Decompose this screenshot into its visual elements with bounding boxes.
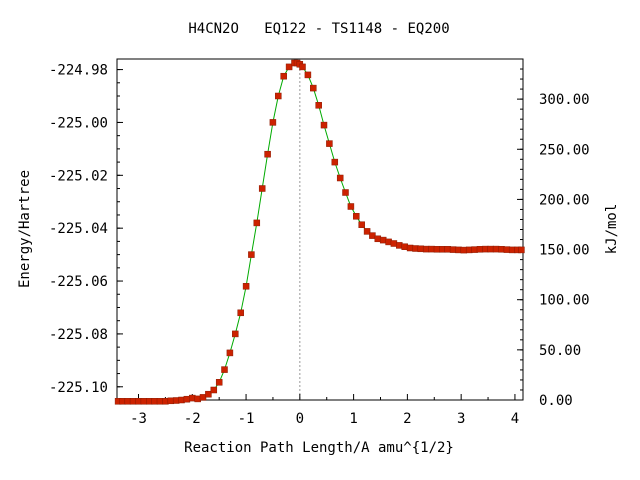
marker-group [114,59,525,405]
data-point [342,189,349,196]
y2-tick-label: 0.00 [539,393,573,409]
data-point [379,236,387,244]
data-point [304,71,312,79]
data-point [215,379,223,386]
data-point [129,398,137,405]
data-point [221,366,228,373]
energy-curve [118,62,522,402]
data-point [299,63,306,71]
data-point [280,72,287,80]
data-point [428,245,435,253]
data-point [285,63,293,71]
y-tick-label: -225.10 [49,380,108,396]
x-tick-label: 2 [403,411,411,427]
data-point [178,396,185,404]
y-tick-label: -225.08 [49,327,108,343]
y2-tick-label: 200.00 [539,192,590,208]
y-tick-label: -225.00 [49,115,108,131]
data-point [358,221,365,228]
data-point [465,246,473,254]
data-point [189,394,196,402]
data-point [390,240,398,247]
x-axis-label: Reaction Path Length/A amu^{1/2} [184,440,454,456]
data-point [226,349,234,357]
axis-ticks: -3 -2 -1 0 1 2 3 4 -224.98 -225.00 -225.02 -225.04 -… [49,63,590,427]
data-point [119,398,126,405]
y2-axis-label: kJ/mol [604,204,620,255]
y-tick-label: -225.02 [49,168,108,184]
data-point [508,246,516,254]
data-point [518,246,525,254]
y-axis-label: Energy/Hartree [17,170,33,288]
x-tick-label: -3 [130,411,147,427]
x-tick-label: 4 [511,411,519,427]
data-point [471,246,478,253]
data-point [135,398,142,405]
data-point [353,213,360,220]
data-point [156,398,164,405]
data-point [315,102,322,109]
data-point [242,283,250,290]
data-point [401,243,408,250]
y-tick-label: -224.98 [49,63,108,79]
data-point [183,395,191,403]
data-point [269,119,277,126]
data-point [406,244,414,252]
y2-tick-label: 250.00 [539,142,590,158]
x-tick-label: 0 [296,411,304,427]
data-point [253,219,261,227]
data-point [310,84,317,92]
y2-tick-label: 150.00 [539,243,590,259]
data-point [210,386,218,394]
chart-title: H4CN2O EQ122 - TS1148 - EQ200 [188,21,449,37]
data-point [320,121,328,129]
series-group [118,62,522,402]
data-point [232,330,239,338]
y2-tick-label: 300.00 [539,92,590,108]
data-point [162,398,169,405]
data-point [476,246,484,253]
data-point [487,245,494,253]
x-tick-label: -2 [184,411,201,427]
x-tick-label: -1 [238,411,255,427]
y2-tick-label: 100.00 [539,293,590,309]
x-tick-label: 3 [457,411,465,427]
data-point [140,398,148,405]
data-point [199,394,207,401]
data-point [417,245,425,253]
data-point [347,203,355,210]
data-point [449,246,457,253]
data-point [369,232,376,239]
data-point [167,397,175,405]
data-point [151,398,158,405]
data-point [492,245,500,253]
data-point [439,246,446,253]
data-point [444,246,451,253]
data-point [275,92,282,100]
y2-tick-label: 50.00 [539,343,581,359]
y-tick-label: -225.04 [49,221,108,237]
x-tick-label: 1 [349,411,357,427]
data-point [258,185,266,192]
data-point [264,150,271,158]
data-point [237,309,244,317]
data-point [460,246,468,254]
data-point [422,245,430,253]
data-point [326,140,333,147]
data-point [363,228,371,235]
data-point [331,158,339,166]
data-point [248,251,255,258]
data-point [374,235,382,243]
y-tick-label: -225.06 [49,274,108,290]
data-point [498,246,505,253]
data-point [396,242,403,249]
data-point [205,390,212,398]
data-point [336,174,344,182]
